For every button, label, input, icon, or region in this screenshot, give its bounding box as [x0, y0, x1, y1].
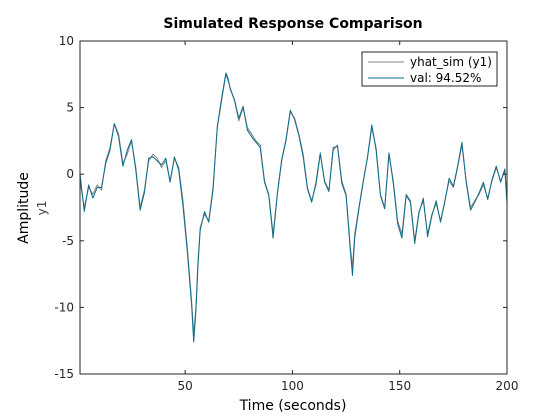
- y-tick-label: 0: [66, 167, 74, 181]
- x-axis-label: Time (seconds): [239, 398, 347, 414]
- chart-title: Simulated Response Comparison: [163, 16, 422, 32]
- ticks-layer: 50 100 150 200 -15 -10 -5 0 5 10: [54, 34, 518, 393]
- legend-label-val: val: 94.52%: [410, 71, 481, 85]
- axes-layer: [79, 40, 508, 375]
- legend-box: [361, 51, 498, 87]
- y-tick-label: -5: [62, 234, 74, 248]
- axes-box: [79, 40, 508, 375]
- x-tick-label: 50: [178, 379, 193, 393]
- y-tick-label: 5: [66, 101, 74, 115]
- y-tick-label: -10: [54, 300, 74, 314]
- y-tick-label: -15: [54, 367, 74, 381]
- x-tick-label: 100: [281, 379, 304, 393]
- series-line-1: [79, 72, 508, 343]
- y-axis-sublabel: y1: [35, 201, 49, 216]
- x-tick-label: 150: [388, 379, 411, 393]
- x-tick-label: 200: [496, 379, 519, 393]
- plot-area: [80, 41, 507, 374]
- y-tick-label: 10: [59, 34, 74, 48]
- legend-label-yhat-sim: yhat_sim (y1): [410, 55, 492, 69]
- series-layer: [79, 72, 508, 343]
- y-axis-label: Amplitude: [16, 172, 32, 244]
- legend[interactable]: yhat_sim (y1) val: 94.52%: [361, 51, 498, 87]
